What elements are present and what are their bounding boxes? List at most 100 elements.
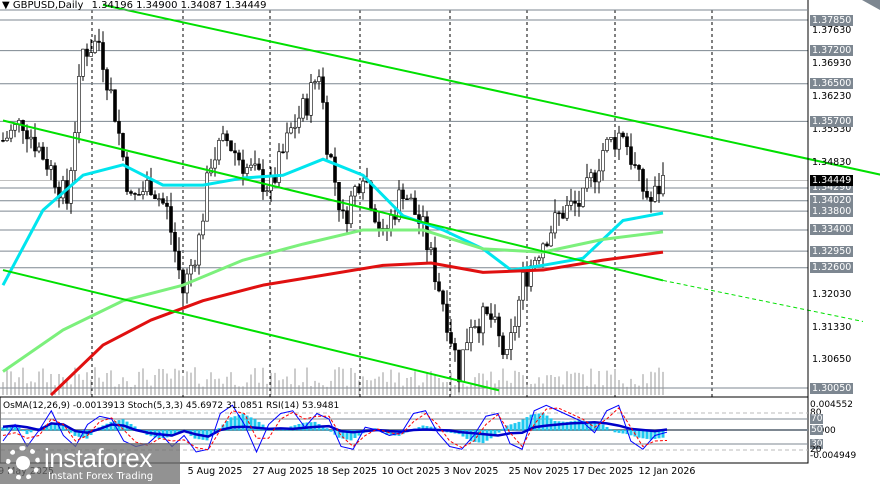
candle-body	[589, 172, 593, 179]
price-tick: 1.34830	[812, 156, 852, 168]
candle-body	[201, 220, 205, 236]
indicator-header: OsMA(12,26,9) -0.0013913 Stoch(5,3,3) 45…	[3, 401, 340, 411]
candle-body	[285, 132, 289, 153]
osma-bar	[325, 428, 329, 431]
instaforex-logo: instaforex Instant Forex Trading	[0, 443, 180, 484]
candle-body	[561, 212, 565, 219]
level-label: 1.35700	[810, 115, 854, 127]
candle-body	[249, 164, 253, 168]
osma-bar	[277, 430, 281, 431]
date-label: 12 Jan 2026	[638, 466, 696, 477]
osma-bar	[505, 425, 509, 431]
indicator-level-label: 80	[810, 407, 822, 418]
osma-bar	[541, 412, 545, 431]
osma-bar	[49, 422, 53, 431]
osma-bar	[81, 430, 85, 438]
osma-bar	[613, 430, 617, 433]
candle-body	[333, 156, 337, 183]
osma-bar	[521, 419, 525, 431]
price-tick: 1.37630	[812, 24, 852, 36]
candle-body	[501, 335, 505, 355]
candle-body	[445, 303, 449, 333]
trendline	[2, 269, 500, 392]
date-label: 25 Nov 2025	[508, 466, 570, 477]
osma-bar	[321, 426, 325, 431]
candle-body	[649, 197, 653, 202]
price-tick: 1.36230	[812, 90, 852, 102]
candle-body	[257, 163, 261, 170]
osma-bar	[237, 415, 241, 431]
candle-body	[81, 48, 85, 77]
osma-bar	[29, 430, 33, 433]
osma-bar	[253, 419, 257, 431]
osma-bar	[25, 430, 29, 435]
stoch-signal-line	[2, 407, 668, 451]
trendlines	[2, 3, 880, 392]
candle-body	[361, 180, 365, 194]
candle-body	[101, 42, 105, 70]
candle-body	[409, 197, 413, 200]
candle-body	[417, 214, 421, 224]
level-label: 1.37850	[810, 14, 854, 26]
osma-bar	[45, 424, 49, 431]
candle-body	[281, 151, 285, 154]
candle-body	[337, 182, 341, 211]
candle-body	[53, 165, 57, 188]
osma-bar	[5, 426, 9, 431]
osma-bar	[517, 421, 521, 431]
candle-body	[181, 269, 185, 294]
rsi-line	[2, 421, 668, 438]
candle-body	[161, 198, 165, 204]
candle-body	[73, 132, 77, 171]
candle-body	[137, 194, 141, 196]
osma-bar	[69, 430, 73, 433]
osma-bar	[1, 427, 5, 431]
candle-body	[653, 185, 657, 202]
price-tick: 1.31330	[812, 322, 852, 334]
candle-body	[441, 290, 445, 305]
level-label: 1.37200	[810, 45, 854, 57]
candle-body	[565, 205, 569, 219]
osma-bar	[337, 430, 341, 438]
candle-body	[645, 191, 649, 198]
candle-body	[593, 172, 597, 183]
osma-bar	[473, 430, 477, 442]
candle-body	[597, 170, 601, 183]
horizontal-levels	[0, 19, 808, 389]
osma-bar	[173, 430, 177, 435]
osma-bar	[625, 430, 629, 435]
osma-bar	[605, 427, 609, 431]
candle-body	[197, 234, 201, 266]
candle-body	[449, 332, 453, 344]
candle-body	[289, 127, 293, 134]
candle-body	[173, 232, 177, 252]
osma-bar	[601, 424, 605, 431]
ohlc-values: 1.34196 1.34900 1.34087 1.34449	[91, 0, 267, 11]
candle-body	[157, 198, 161, 200]
candle-body	[33, 136, 37, 152]
candle-body	[61, 180, 65, 199]
candle-body	[325, 102, 329, 155]
candle-body	[481, 306, 485, 334]
candle-body	[233, 150, 237, 154]
osma-bar	[557, 421, 561, 431]
candle-body	[229, 140, 233, 152]
ema-mid-line	[2, 228, 664, 373]
dropdown-arrow-icon[interactable]: ▼	[2, 0, 10, 11]
level-label: 1.34020	[810, 195, 854, 207]
osma-bar	[641, 430, 645, 439]
stoch-main-line	[2, 404, 668, 454]
osma-bar	[85, 430, 89, 439]
candle-body	[401, 189, 405, 200]
candle-body	[621, 132, 625, 138]
osma-bar	[177, 430, 181, 433]
osma-bar	[477, 430, 481, 443]
candle-body	[297, 117, 301, 128]
candle-body	[193, 264, 197, 267]
candle-body	[489, 313, 493, 320]
candle-body	[609, 137, 613, 140]
candle-body	[465, 342, 469, 351]
date-label: 17 Dec 2025	[572, 466, 634, 477]
osma-bar	[577, 420, 581, 431]
